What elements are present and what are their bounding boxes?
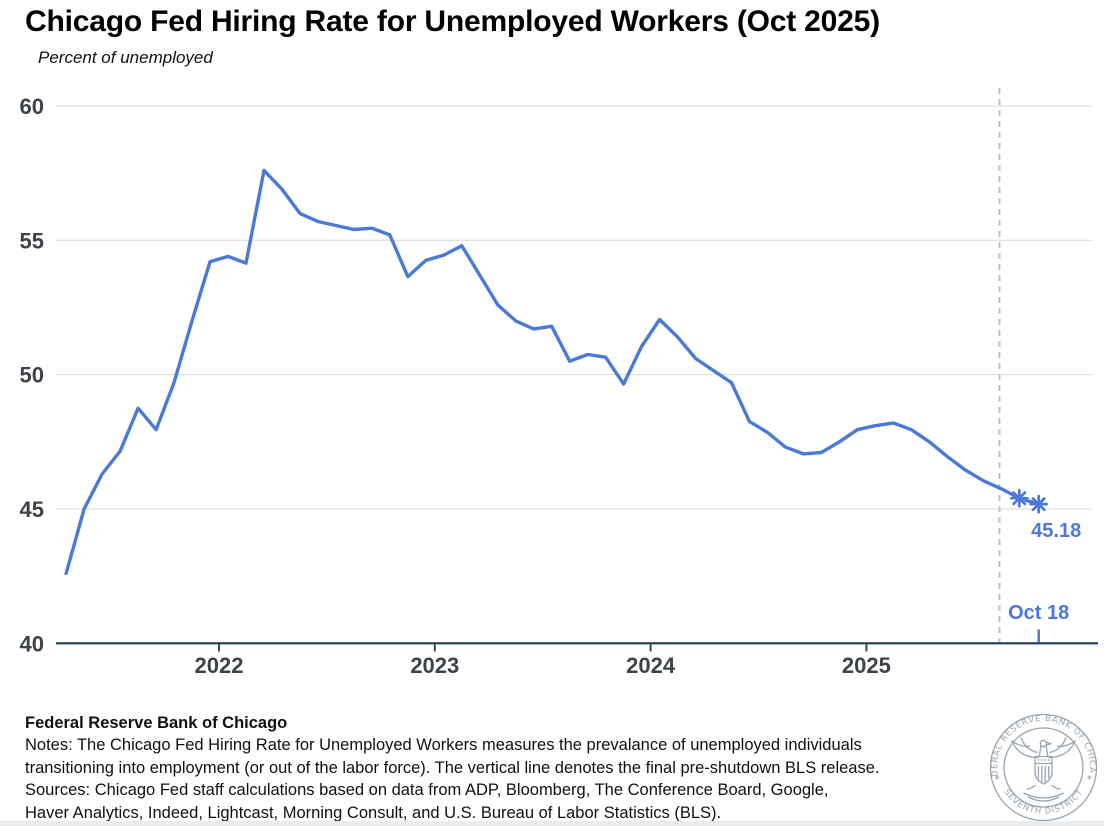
- svg-text:2024: 2024: [626, 653, 676, 678]
- x-axis: 2022 2023 2024 2025: [56, 642, 1098, 678]
- footer-org: Federal Reserve Bank of Chicago: [25, 714, 288, 732]
- hiring-rate-line-chart: 40 45 50 55 60 2022 2023 2024 2025 45.18 Oct 18: [20, 88, 1098, 678]
- svg-text:50: 50: [20, 363, 44, 388]
- svg-text:2023: 2023: [410, 653, 459, 678]
- svg-text:55: 55: [20, 228, 44, 253]
- seal-star-right: ✶: [1086, 773, 1094, 783]
- svg-text:60: 60: [20, 94, 44, 119]
- seal-eagle: [1010, 737, 1077, 802]
- seal-ring-top-text: FEDERAL RESERVE BANK OF CHICAGO: [989, 713, 1098, 777]
- annotations: 45.18 Oct 18: [1008, 520, 1081, 643]
- y-gridlines: [56, 105, 1092, 510]
- last-value-label: 45.18: [1031, 520, 1081, 542]
- final-estimate-markers: [1009, 488, 1049, 514]
- last-date-label: Oct 18: [1008, 602, 1069, 624]
- footer-sources: Sources: Chicago Fed staff calculations …: [25, 781, 829, 822]
- chart-subtitle: Percent of unemployed: [38, 48, 213, 67]
- chicago-fed-seal: FEDERAL RESERVE BANK OF CHICAGO SEVENTH …: [989, 713, 1098, 822]
- footer: Federal Reserve Bank of Chicago Notes: T…: [25, 712, 1005, 824]
- svg-text:2025: 2025: [842, 653, 891, 678]
- svg-text:40: 40: [20, 631, 44, 656]
- series-line: [64, 168, 1041, 576]
- svg-text:2022: 2022: [195, 653, 244, 678]
- svg-text:45: 45: [20, 497, 44, 522]
- seal-star-left: ✶: [994, 773, 1002, 783]
- y-axis-labels: 40 45 50 55 60: [20, 94, 44, 656]
- footer-notes: Notes: The Chicago Fed Hiring Rate for U…: [25, 736, 880, 777]
- page-title: Chicago Fed Hiring Rate for Unemployed W…: [25, 5, 880, 38]
- window-bottom-strip: [0, 821, 1104, 826]
